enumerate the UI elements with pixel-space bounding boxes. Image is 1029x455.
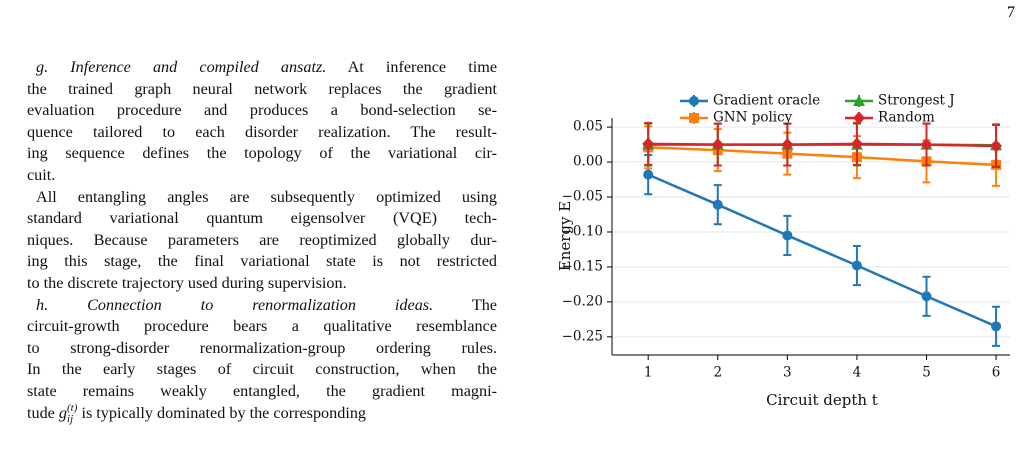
y-axis-label: Energy E [556, 201, 574, 271]
text: to the discrete trajectory used during s… [27, 274, 347, 292]
page-number: 7 [1007, 4, 1015, 21]
text-line: to the discrete trajectory used during s… [27, 273, 497, 294]
text-line: h. Connection to renormalization ideas. … [27, 295, 497, 316]
legend-marker [689, 96, 699, 106]
section-label: g. [36, 58, 49, 76]
legend-marker [689, 113, 699, 123]
marker [782, 230, 793, 241]
text-line: quence tailored to each disorder realiza… [27, 122, 497, 143]
text: state remains weakly entangled, the grad… [27, 382, 497, 400]
text: cuit. [27, 166, 56, 184]
math: (t) ij [67, 401, 78, 425]
text: At inference time [347, 58, 497, 76]
y-tick-label: −0.15 [562, 258, 603, 274]
text: the trained graph neural network replace… [27, 79, 497, 98]
marker [920, 138, 933, 152]
legend-label: Strongest J [878, 93, 955, 109]
text-line: ing sequence defines the topology of the… [27, 143, 497, 164]
text: is typically dominated by the correspond… [81, 403, 367, 422]
text: evaluation procedure and produces a bond… [27, 101, 497, 120]
text: niques. Because parameters are reoptimiz… [27, 230, 497, 249]
math-symbol: g [58, 403, 68, 422]
marker [850, 137, 863, 151]
section-heading: Connection to renormalization ideas. [87, 295, 434, 314]
math-sub: ij [67, 412, 74, 425]
marker [851, 260, 862, 271]
marker [712, 199, 723, 210]
y-tick-label: −0.10 [562, 223, 603, 239]
text: to strong-disorder renormalization-group… [27, 338, 497, 357]
legend-label: Gradient oracle [713, 93, 820, 109]
y-tick-label: −0.25 [562, 328, 603, 344]
y-tick-label: 0.05 [573, 119, 603, 135]
y-tick-label: −0.20 [562, 293, 603, 309]
text-line: to strong-disorder renormalization-group… [27, 338, 497, 359]
text-line: ing this stage, the final variational st… [27, 251, 497, 272]
text: quence tailored to each disorder realiza… [27, 122, 497, 141]
text: All entangling angles are subsequently o… [36, 187, 497, 206]
legend-label: GNN policy [713, 110, 793, 126]
marker [990, 139, 1003, 153]
legend-marker [853, 111, 865, 125]
text-line: tude g (t) ij is typically dominated by th… [27, 401, 497, 425]
y-tick-label: 0.00 [573, 154, 603, 170]
marker [643, 169, 654, 180]
text-line: g. Inference and compiled ansatz. At inf… [27, 57, 497, 78]
text-line: cuit. [27, 165, 497, 186]
x-tick-label: 4 [853, 365, 862, 381]
text-line: standard variational quantum eigensolver… [27, 208, 497, 229]
y-tick-label: −0.05 [562, 189, 603, 205]
text: ing sequence defines the topology of the… [27, 144, 497, 163]
series-line [648, 146, 997, 167]
text: The [471, 295, 497, 314]
marker [711, 138, 724, 152]
marker [781, 138, 794, 152]
x-axis-label: Circuit depth t [766, 391, 878, 409]
text-line: All entangling angles are subsequently o… [27, 187, 497, 208]
text-line: niques. Because parameters are reoptimiz… [27, 230, 497, 251]
text-line: circuit-growth procedure bears a qualita… [27, 316, 497, 337]
marker [642, 137, 655, 151]
text: circuit-growth procedure bears a qualita… [27, 317, 497, 336]
text: standard variational quantum eigensolver… [27, 209, 497, 228]
x-tick-label: 1 [644, 365, 653, 381]
text: ing this stage, the final variational st… [27, 252, 497, 271]
marker [921, 291, 932, 302]
text: In the early stages of circuit construct… [27, 360, 497, 379]
x-tick-label: 6 [992, 365, 1001, 381]
text-line: the trained graph neural network replace… [27, 79, 497, 100]
x-tick-label: 3 [783, 365, 792, 381]
legend-marker [853, 95, 865, 106]
section-label: h. [36, 295, 49, 314]
text-line: In the early stages of circuit construct… [27, 359, 497, 380]
marker [991, 321, 1002, 332]
series-line [648, 142, 997, 148]
x-tick-label: 2 [713, 365, 722, 381]
text: tude [27, 403, 55, 422]
section-heading: Inference and compiled ansatz. [70, 58, 327, 76]
text-line: evaluation procedure and produces a bond… [27, 100, 497, 121]
x-tick-label: 5 [922, 365, 931, 381]
text-line: state remains weakly entangled, the grad… [27, 381, 497, 402]
series-line [647, 173, 997, 328]
legend-label: Random [878, 110, 935, 126]
math-sup: (t) [67, 401, 78, 414]
